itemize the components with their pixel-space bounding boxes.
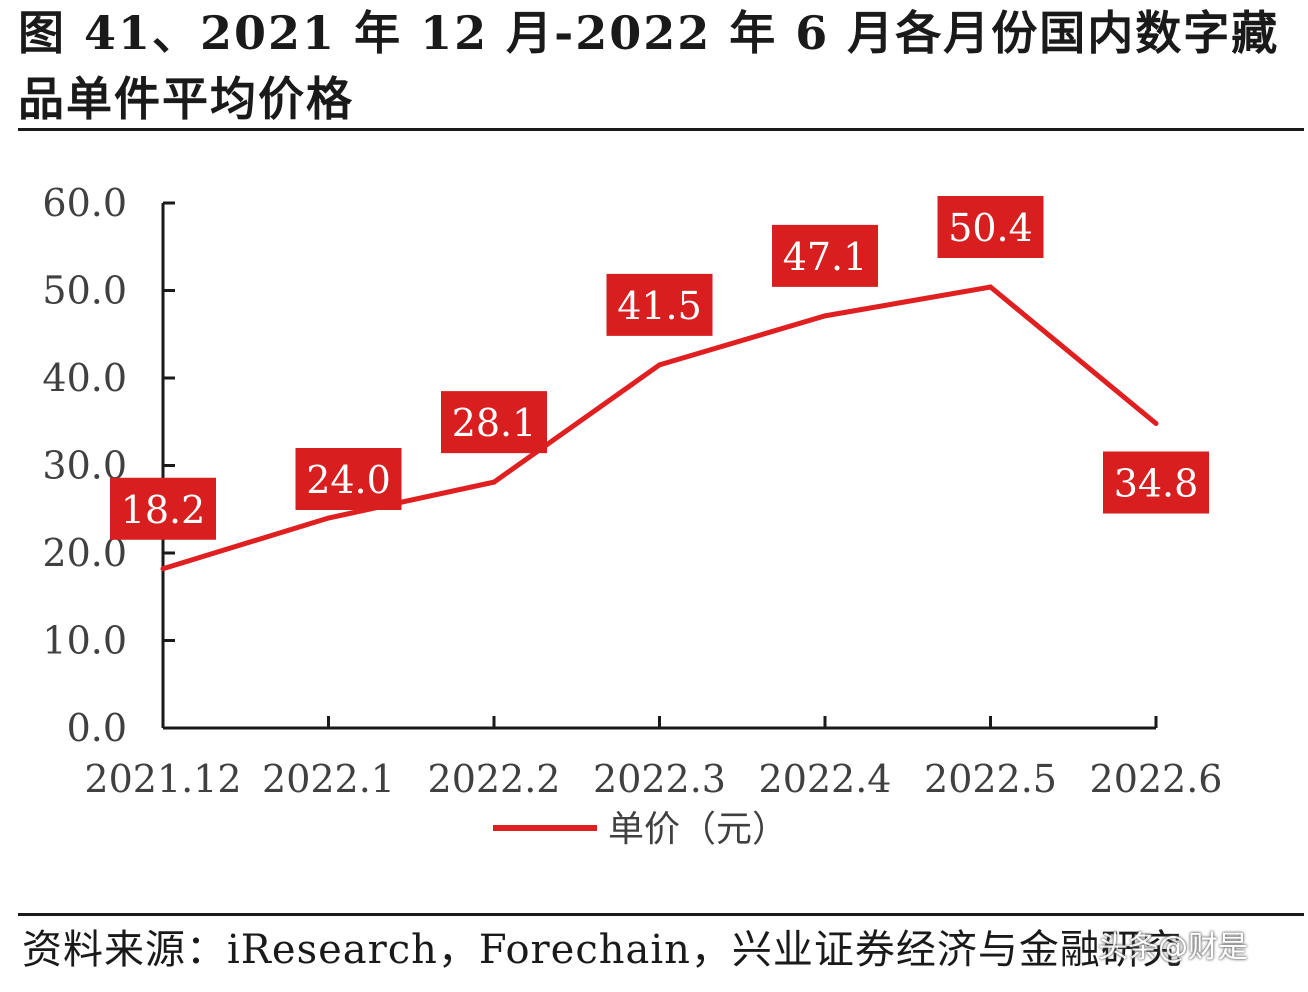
data-label: 41.5 xyxy=(606,273,713,336)
legend-label: 单价（元） xyxy=(608,809,788,850)
x-tick-label: 2021.12 xyxy=(84,757,241,801)
data-point xyxy=(160,566,166,572)
data-label: 34.8 xyxy=(1103,451,1209,514)
watermark: 头条@财是 xyxy=(1098,930,1248,965)
data-label-text: 24.0 xyxy=(306,458,391,502)
x-tick-label: 2022.3 xyxy=(593,757,726,801)
y-tick-label: 10.0 xyxy=(42,619,127,663)
data-label-text: 50.4 xyxy=(948,206,1033,250)
source-note: 资料来源：iResearch，Forechain，兴业证券经济与金融研究 xyxy=(22,927,1183,973)
chart-title: 图 41、2021 年 12 月-2022 年 6 月各月份国内数字藏品单件平均… xyxy=(18,6,1280,126)
data-label-text: 47.1 xyxy=(783,235,868,279)
x-tick-label: 2022.5 xyxy=(924,757,1057,801)
y-tick-label: 0.0 xyxy=(67,706,127,750)
data-label-box xyxy=(937,196,1044,258)
data-label-text: 41.5 xyxy=(617,284,702,328)
data-point xyxy=(988,284,993,290)
x-tick-label: 2022.1 xyxy=(262,757,395,801)
y-tick-label: 60.0 xyxy=(42,181,127,225)
legend: 单价（元） xyxy=(493,809,788,850)
y-tick-label: 40.0 xyxy=(42,356,127,400)
data-label: 24.0 xyxy=(295,448,402,510)
data-point xyxy=(822,313,828,319)
data-label-box xyxy=(606,273,713,336)
data-label-box xyxy=(1103,451,1209,514)
data-point xyxy=(657,362,662,368)
data-label-box xyxy=(441,391,547,454)
data-point xyxy=(1153,421,1159,426)
y-tick-label: 50.0 xyxy=(42,269,127,313)
title-rule xyxy=(18,128,1304,131)
data-point xyxy=(326,515,331,521)
data-label-box xyxy=(110,477,216,540)
data-label: 18.2 xyxy=(110,477,216,540)
data-label-box xyxy=(772,224,878,287)
data-point xyxy=(491,479,497,485)
data-label-text: 34.8 xyxy=(1114,462,1199,506)
x-tick-label: 2022.6 xyxy=(1090,757,1223,801)
data-label: 47.1 xyxy=(772,224,878,287)
data-label-box xyxy=(295,448,402,510)
data-label: 28.1 xyxy=(441,391,547,454)
data-label-text: 28.1 xyxy=(452,401,537,445)
x-tick-label: 2022.2 xyxy=(428,757,561,801)
data-label-text: 18.2 xyxy=(121,488,206,532)
x-tick-label: 2022.4 xyxy=(759,757,892,801)
data-label: 50.4 xyxy=(937,196,1044,258)
source-rule xyxy=(18,913,1304,916)
